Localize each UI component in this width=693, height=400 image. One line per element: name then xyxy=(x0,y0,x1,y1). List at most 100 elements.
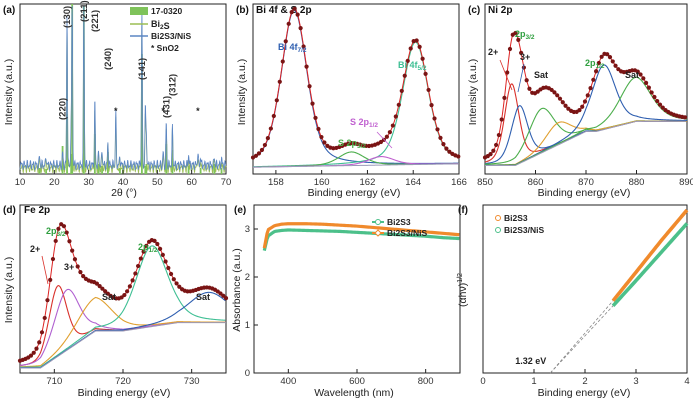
panel-c-ann-sat2: Sat xyxy=(625,70,639,80)
panel-d-component-1 xyxy=(19,288,226,366)
panel-f-legend-marker-1 xyxy=(495,227,501,233)
panel-a-sno2-marker: * xyxy=(161,106,165,116)
panel-b-data-point xyxy=(429,103,434,108)
panel-d-ann-2plus: 2+ xyxy=(30,244,40,254)
panel-b-data-point xyxy=(349,141,354,146)
panel-c-component-3 xyxy=(484,120,688,166)
panel-c-xtick-label: 890 xyxy=(679,177,693,188)
panel-e-legend-marker-0 xyxy=(375,219,381,225)
panel-b-data-point xyxy=(402,73,407,78)
panel-b-data-point xyxy=(313,115,318,121)
panel-c-ann-sat1: Sat xyxy=(534,70,548,80)
panel-e-ylabel: Absorbance (a.u.) xyxy=(231,248,243,331)
panel-d-data-point xyxy=(221,293,226,298)
panel-d-ann-sat1: Sat xyxy=(102,292,116,302)
panel-d-data-point xyxy=(133,271,138,276)
panel-d-data-point xyxy=(119,295,124,300)
panel-b-data-point xyxy=(277,79,282,84)
panel-c-title: Ni 2p xyxy=(488,5,512,16)
panel-a-xtick-label: 40 xyxy=(118,177,129,188)
panel-e-label: (e) xyxy=(234,205,246,216)
panel-c-data-point xyxy=(649,90,654,95)
panel-b-data-point xyxy=(253,153,259,158)
panel-d-data-point xyxy=(42,315,47,321)
panel-d-data-point xyxy=(61,224,67,229)
panel-b-ann-arrow xyxy=(376,131,393,149)
panel-a-ref-bar xyxy=(171,150,174,174)
panel-a-hkl-label: (221) xyxy=(90,10,101,32)
panel-a-legend-bi2s3: Bi2S xyxy=(151,19,170,31)
panel-d-ann-2p12: 2p1/2 xyxy=(138,242,158,254)
panel-b-data-point xyxy=(295,12,300,17)
panel-d-data-point xyxy=(155,241,160,247)
panel-b-data-point xyxy=(310,101,315,106)
panel-a-xtick-label: 10 xyxy=(15,177,26,188)
panel-d-data-point xyxy=(177,284,182,289)
panel-d-data-point xyxy=(31,350,36,355)
panel-c-xtick-label: 850 xyxy=(477,177,493,188)
panel-d-data-point xyxy=(100,286,105,291)
panel-c-xtick-label: 880 xyxy=(629,177,645,188)
panel-c-data-point xyxy=(502,95,507,101)
panel-b-data-point xyxy=(304,64,309,69)
panel-f-extrapolation-0 xyxy=(550,300,614,374)
panel-d-data-point xyxy=(130,278,135,283)
panel-d-data-point xyxy=(152,238,157,244)
panel-a-ref-bar xyxy=(45,169,47,174)
panel-f-ylabel: (αhν)1/2 xyxy=(457,273,469,307)
panel-d-data-point xyxy=(64,230,69,235)
panel-d-data-point xyxy=(56,226,61,231)
panel-a-ref-bar xyxy=(199,168,202,174)
panel-d-data-point xyxy=(81,274,86,279)
panel-a-legend-ref: 17-0320 xyxy=(151,6,182,16)
panel-b-data-point xyxy=(456,154,461,159)
panel-d-title: Fe 2p xyxy=(24,205,50,216)
panel-d-xlabel: Binding energy (eV) xyxy=(78,387,171,399)
panel-d-data-point xyxy=(127,284,132,289)
panel-c-background xyxy=(485,120,686,166)
panel-e-ytick-label: 0 xyxy=(245,368,250,379)
panel-b-data-point xyxy=(316,126,321,132)
panel-b-data-point xyxy=(378,139,384,145)
panel-b-data-point xyxy=(322,140,327,145)
panel-c-data-point xyxy=(519,50,524,55)
panel-c-data-point xyxy=(560,100,565,105)
panel-c-data-point xyxy=(682,115,688,120)
panel-f-series-0 xyxy=(611,208,689,302)
panel-b-data-point xyxy=(420,56,425,61)
panel-c-data-point xyxy=(513,30,518,36)
panel-b-data-point xyxy=(393,114,398,119)
panel-b-data-point xyxy=(262,142,268,148)
panel-c-data-point xyxy=(580,104,585,109)
panel-b-data-point xyxy=(405,58,410,63)
panel-f-legend-1: Bi2S3/NiS xyxy=(504,225,544,235)
panel-b-data-point xyxy=(319,134,324,140)
panel-b-data-point xyxy=(426,87,431,93)
panel-d-data-point xyxy=(75,264,80,269)
panel-b-ann-bi4f72: Bi 4f7/2 xyxy=(278,42,307,54)
panel-b-data-point xyxy=(280,59,285,64)
panel-c-arrow-2plus xyxy=(499,59,513,91)
panel-c-data-point xyxy=(577,108,582,113)
panel-d-data-point xyxy=(157,246,163,251)
panel-d-data-point xyxy=(122,292,127,298)
panel-d-data-point xyxy=(144,243,149,248)
panel-d-data-point xyxy=(141,249,146,254)
panel-a-ref-bar xyxy=(71,4,74,174)
panel-e-legend-0: Bi2S3 xyxy=(387,217,411,227)
panel-b-data-point xyxy=(307,84,312,89)
panel-b-data-point xyxy=(292,6,297,11)
panel-c-data-point xyxy=(582,99,588,104)
panel-c-data-point xyxy=(660,105,665,110)
panel-c-ann-2plus: 2+ xyxy=(488,47,498,57)
panel-f-extrapolation-1 xyxy=(550,305,614,374)
panel-a-ref-bar xyxy=(106,152,109,174)
panel-f-xtick-label: 0 xyxy=(480,376,485,387)
panel-d-data-point xyxy=(171,277,176,282)
panel-c-ylabel: Intensity (a.u.) xyxy=(467,59,479,126)
panel-c-data-point xyxy=(591,77,596,82)
panel-a-ref-bar xyxy=(70,154,73,174)
panel-a-legend-sno2: * SnO2 xyxy=(151,43,179,53)
panel-c-data-point xyxy=(494,142,499,148)
